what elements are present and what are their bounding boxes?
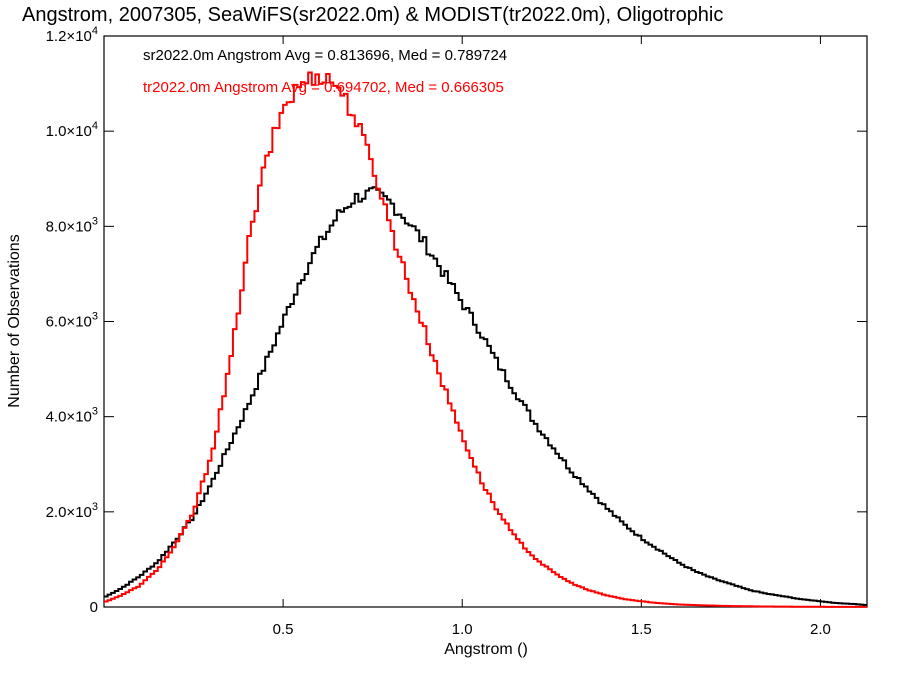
y-axis-label: Number of Observations	[6, 234, 23, 407]
series-group	[104, 71, 867, 608]
chart-title: Angstrom, 2007305, SeaWiFS(sr2022.0m) & …	[22, 4, 723, 26]
y-axis-ticks: 02.0×1034.0×1036.0×1038.0×1031.0×1041.2×…	[46, 25, 867, 616]
y-tick-mantissa-0: 0	[90, 599, 98, 616]
y-tick-label-3: 6.0×103	[46, 311, 98, 331]
series-line-tr2022.0m	[104, 71, 867, 608]
y-tick-label-1: 2.0×103	[46, 501, 98, 521]
x-axis-label: Angstrom ()	[444, 641, 528, 658]
y-tick-label-2: 4.0×103	[46, 406, 98, 426]
y-tick-mantissa-6: 1.2×10	[46, 28, 92, 45]
y-tick-label-0: 0	[90, 599, 98, 616]
y-tick-exponent-6: 4	[92, 25, 98, 37]
y-tick-exponent-2: 3	[92, 406, 98, 418]
y-tick-mantissa-4: 8.0×10	[46, 218, 92, 235]
y-tick-mantissa-3: 6.0×10	[46, 314, 92, 331]
y-tick-label-6: 1.2×104	[46, 25, 98, 45]
series-annotation-sr: sr2022.0m Angstrom Avg = 0.813696, Med =…	[143, 47, 507, 64]
y-tick-exponent-1: 3	[92, 501, 98, 513]
y-tick-exponent-3: 3	[92, 311, 98, 323]
plot-frame	[103, 35, 868, 608]
series-annotation-tr: tr2022.0m Angstrom Avg = 0.694702, Med =…	[143, 79, 504, 96]
y-tick-mantissa-5: 1.0×10	[46, 123, 92, 140]
y-tick-label-5: 1.0×104	[46, 120, 98, 140]
y-tick-exponent-5: 4	[92, 120, 98, 132]
y-tick-exponent-4: 3	[92, 215, 98, 227]
y-tick-mantissa-1: 2.0×10	[46, 504, 92, 521]
y-tick-mantissa-2: 4.0×10	[46, 409, 92, 426]
x-tick-label-1: 1.0	[452, 621, 473, 638]
x-tick-label-3: 2.0	[810, 621, 831, 638]
x-tick-label-0: 0.5	[273, 621, 294, 638]
x-tick-label-2: 1.5	[631, 621, 652, 638]
y-tick-label-4: 8.0×103	[46, 215, 98, 235]
x-axis-ticks: 0.5 1.0 1.5 2.0	[273, 36, 831, 638]
series-line-sr2022.0m	[104, 186, 867, 606]
